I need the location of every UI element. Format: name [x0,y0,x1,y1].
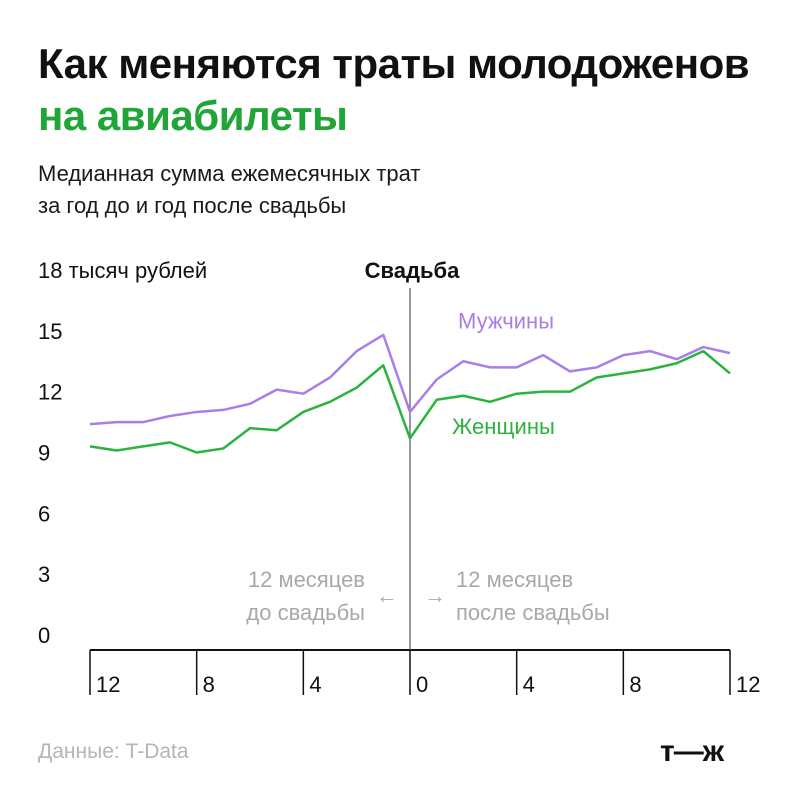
y-tick-label-15: 15 [38,319,62,344]
y-tick-label-6: 6 [38,501,50,526]
x-tick-label-0: 0 [416,672,428,697]
y-tick-label-12: 12 [38,380,62,405]
series-line-women [89,349,731,454]
y-axis-unit-label: 18 тысяч рублей [38,258,207,283]
series-lines: Мужчины Женщины [89,309,731,454]
page-title: Как меняются траты молодоженов на авиаби… [38,38,778,142]
x-tick-label--8: 8 [203,672,215,697]
note-after-line-2: после свадьбы [456,600,610,625]
data-source: Данные: T-Data [38,740,189,763]
series-label-women: Женщины [452,414,555,439]
brand-logo: т—ж [660,735,724,768]
wedding-label: Свадьба [365,258,460,283]
title-main: Как меняются траты молодоженов [38,40,750,87]
note-after-line-1: 12 месяцев [456,567,573,592]
x-tick-label--12: 12 [96,672,120,697]
period-annotations: 12 месяцев до свадьбы ← → 12 месяцев после св… [246,567,609,625]
subtitle-line-1: Медианная сумма ежемесячных трат [38,161,421,186]
x-tick-label-8: 8 [629,672,641,697]
y-tick-label-0: 0 [38,623,50,648]
y-tick-label-3: 3 [38,562,50,587]
page-subtitle: Медианная сумма ежемесячных трат за год … [38,158,738,222]
series-label-men: Мужчины [458,309,554,334]
y-tick-label-9: 9 [38,441,50,466]
y-axis: 18 тысяч рублей 0 3 6 9 12 15 [38,258,207,648]
x-tick-label-12: 12 [736,672,760,697]
title-accent: на авиабилеты [38,92,348,139]
note-before-line-1: 12 месяцев [248,567,365,592]
subtitle-line-2: за год до и год после свадьбы [38,193,347,218]
series-line-men [89,333,731,426]
note-after-arrow: → [424,583,446,608]
x-axis: 12 8 4 0 4 8 12 [89,649,760,697]
x-tick-label-4: 4 [523,672,535,697]
wedding-marker: Свадьба [365,258,460,650]
note-before-line-2: до свадьбы [246,600,365,625]
note-before-arrow: ← [376,583,398,608]
x-tick-label--4: 4 [309,672,321,697]
